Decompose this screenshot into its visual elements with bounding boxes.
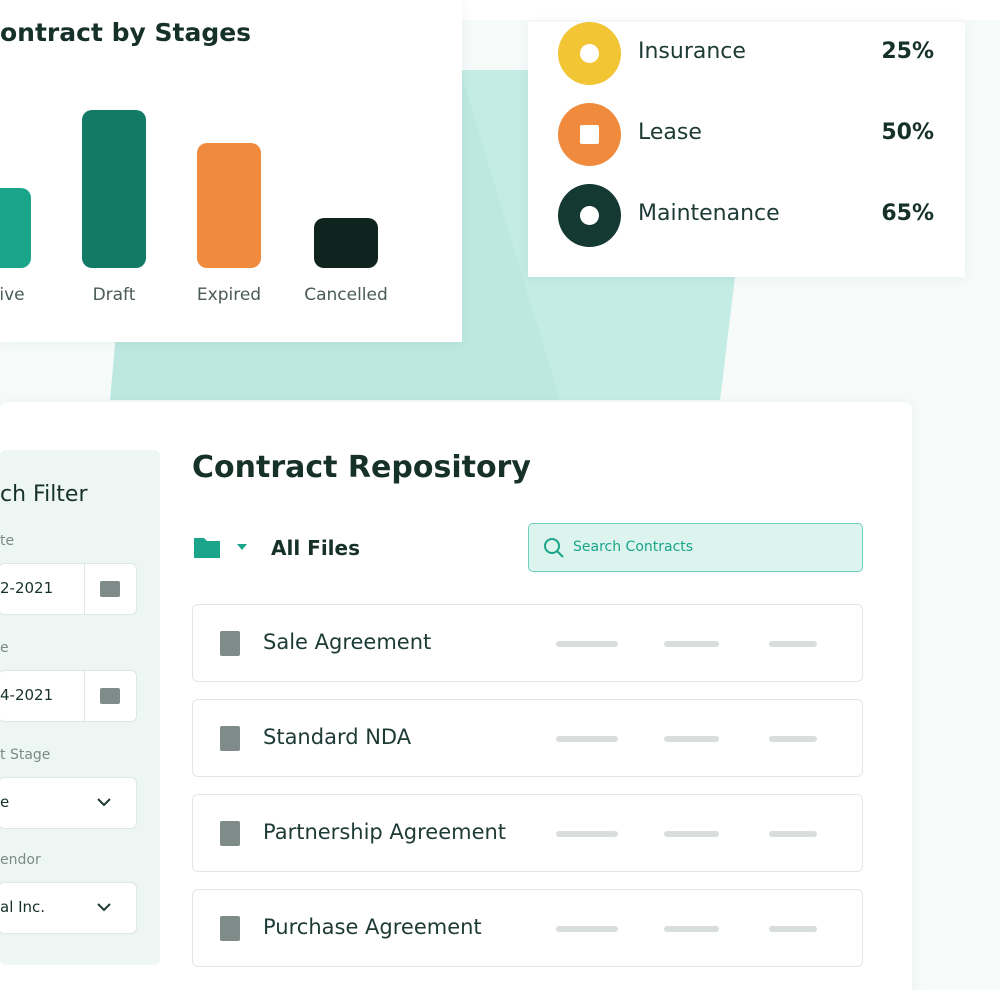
field-input[interactable] (0, 670, 137, 722)
category-percent: 25% (881, 39, 934, 64)
filter-title: ch Filter (0, 482, 88, 507)
bar (82, 110, 146, 268)
field-label: t Stage (0, 747, 51, 763)
contract-name: Standard NDA (263, 725, 412, 749)
category-percent: 65% (881, 201, 934, 226)
search-icon (544, 538, 564, 558)
contract-row[interactable] (192, 889, 863, 967)
field-label: te (0, 533, 15, 549)
bar (0, 188, 31, 268)
category-label: Maintenance (638, 201, 780, 226)
bar-label: Cancelled (304, 285, 388, 305)
category-icon (558, 22, 621, 85)
category-icon (558, 184, 621, 247)
field-value: e (0, 793, 10, 811)
bar (197, 143, 261, 268)
contract-name: Sale Agreement (263, 630, 432, 654)
bar-label: Expired (197, 285, 261, 305)
field-value: 4-2021 (0, 686, 54, 704)
bar-chart: ive Draft Expired Cancelled (0, 110, 388, 305)
category-label: Insurance (638, 39, 746, 64)
search-placeholder: Search Contracts (573, 539, 694, 555)
field-input[interactable] (0, 882, 137, 934)
card-title: ontract by Stages (0, 18, 252, 47)
field-input[interactable] (0, 563, 137, 615)
folder-icon[interactable] (192, 534, 262, 562)
bar-label: Draft (93, 285, 136, 305)
bar-label: ive (0, 285, 25, 305)
field-value: al Inc. (0, 898, 46, 916)
category-label: Lease (638, 120, 702, 145)
field-value: 2-2021 (0, 579, 54, 597)
contract-row[interactable] (192, 604, 863, 682)
category-percent: 50% (881, 120, 934, 145)
contract-row[interactable] (192, 794, 863, 872)
bar (314, 218, 378, 268)
contract-row[interactable] (192, 699, 863, 777)
field-label: endor (0, 852, 41, 868)
contract-name: Partnership Agreement (263, 820, 507, 844)
search-box[interactable]: Search Contracts (528, 523, 863, 572)
folder-label[interactable]: All Files (271, 536, 360, 560)
category-icon (558, 103, 621, 166)
field-input[interactable] (0, 777, 137, 829)
field-label: e (0, 640, 9, 656)
repository-title: Contract Repository (192, 450, 531, 485)
contract-name: Purchase Agreement (263, 915, 482, 939)
